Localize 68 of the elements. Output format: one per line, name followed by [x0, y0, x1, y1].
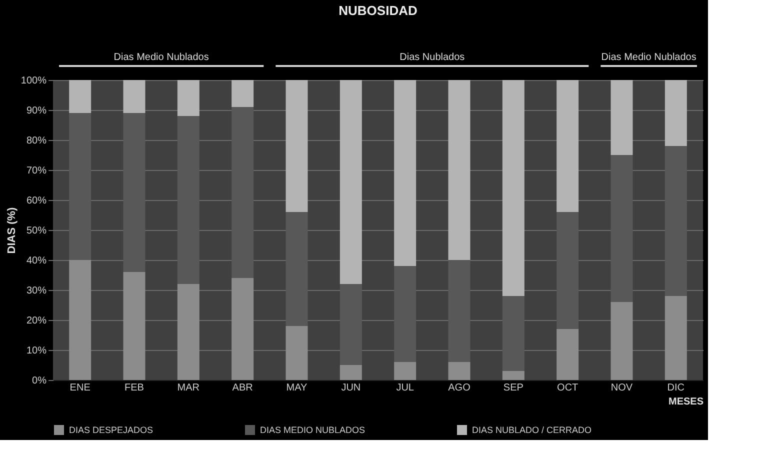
bar [502, 296, 524, 371]
chart-title: NUBOSIDAD [338, 3, 418, 18]
y-tick-label: 70% [26, 166, 47, 176]
bar [232, 278, 254, 380]
bar [123, 113, 146, 272]
y-tick-label: 50% [26, 226, 47, 236]
bar [448, 260, 470, 362]
bar [610, 80, 633, 155]
legend-label: DIAS MEDIO NUBLADOS [260, 425, 366, 435]
text: Dias Nublados [400, 52, 465, 63]
y-tick-label: 60% [26, 196, 47, 206]
y-tick-label: 80% [26, 136, 47, 146]
bar [664, 146, 687, 296]
y-tick-label: 0% [32, 376, 47, 386]
bar [610, 302, 633, 380]
y-tick-label: 20% [26, 316, 47, 326]
bar [340, 284, 362, 365]
bar [177, 284, 200, 380]
bar [340, 80, 362, 284]
x-tick-label: SEP [503, 382, 524, 394]
x-tick-label: JUN [341, 382, 361, 394]
bar [286, 80, 308, 212]
bar [123, 80, 146, 113]
bar [69, 260, 92, 380]
legend-label: DIAS NUBLADO / CERRADO [472, 425, 592, 435]
bar [502, 371, 524, 380]
x-tick-label: DIC [667, 382, 685, 394]
bar [177, 116, 200, 284]
bar [610, 155, 633, 302]
bar [123, 272, 146, 380]
bar [556, 212, 579, 329]
bar [69, 113, 92, 260]
x-axis-title: MESES [668, 396, 704, 408]
y-tick-label: 10% [26, 346, 47, 356]
bar [394, 80, 416, 266]
x-tick-label: AGO [448, 382, 471, 394]
x-tick-label: ABR [232, 382, 253, 394]
text: Dias Medio Nublados [601, 52, 696, 63]
bar [232, 80, 254, 107]
bar [556, 80, 579, 212]
bar [448, 80, 470, 260]
y-tick-label: 90% [26, 106, 47, 116]
text: Dias Medio Nublados [114, 52, 209, 63]
bar [664, 296, 687, 380]
bar [556, 329, 579, 380]
bar [286, 212, 308, 326]
x-tick-label: MAY [286, 382, 308, 394]
bar [286, 326, 308, 380]
bar [177, 80, 200, 116]
bar [232, 107, 254, 278]
x-tick-label: ENE [70, 382, 91, 394]
bar [502, 80, 524, 296]
y-axis-title: DIAS (%) [6, 206, 18, 254]
y-tick-label: 30% [26, 286, 47, 296]
bar [664, 80, 687, 146]
y-tick-label: 100% [20, 76, 47, 86]
bar [69, 80, 92, 113]
x-tick-label: MAR [177, 382, 200, 394]
bar [394, 362, 416, 380]
x-tick-label: JUL [396, 382, 414, 394]
y-tick-label: 40% [26, 256, 47, 266]
legend-label: DIAS DESPEJADOS [69, 425, 154, 435]
x-tick-label: NOV [610, 382, 633, 394]
bar [394, 266, 416, 362]
x-tick-label: OCT [557, 382, 578, 394]
x-tick-label: FEB [124, 382, 144, 394]
bar [340, 365, 362, 380]
bar [448, 362, 470, 380]
